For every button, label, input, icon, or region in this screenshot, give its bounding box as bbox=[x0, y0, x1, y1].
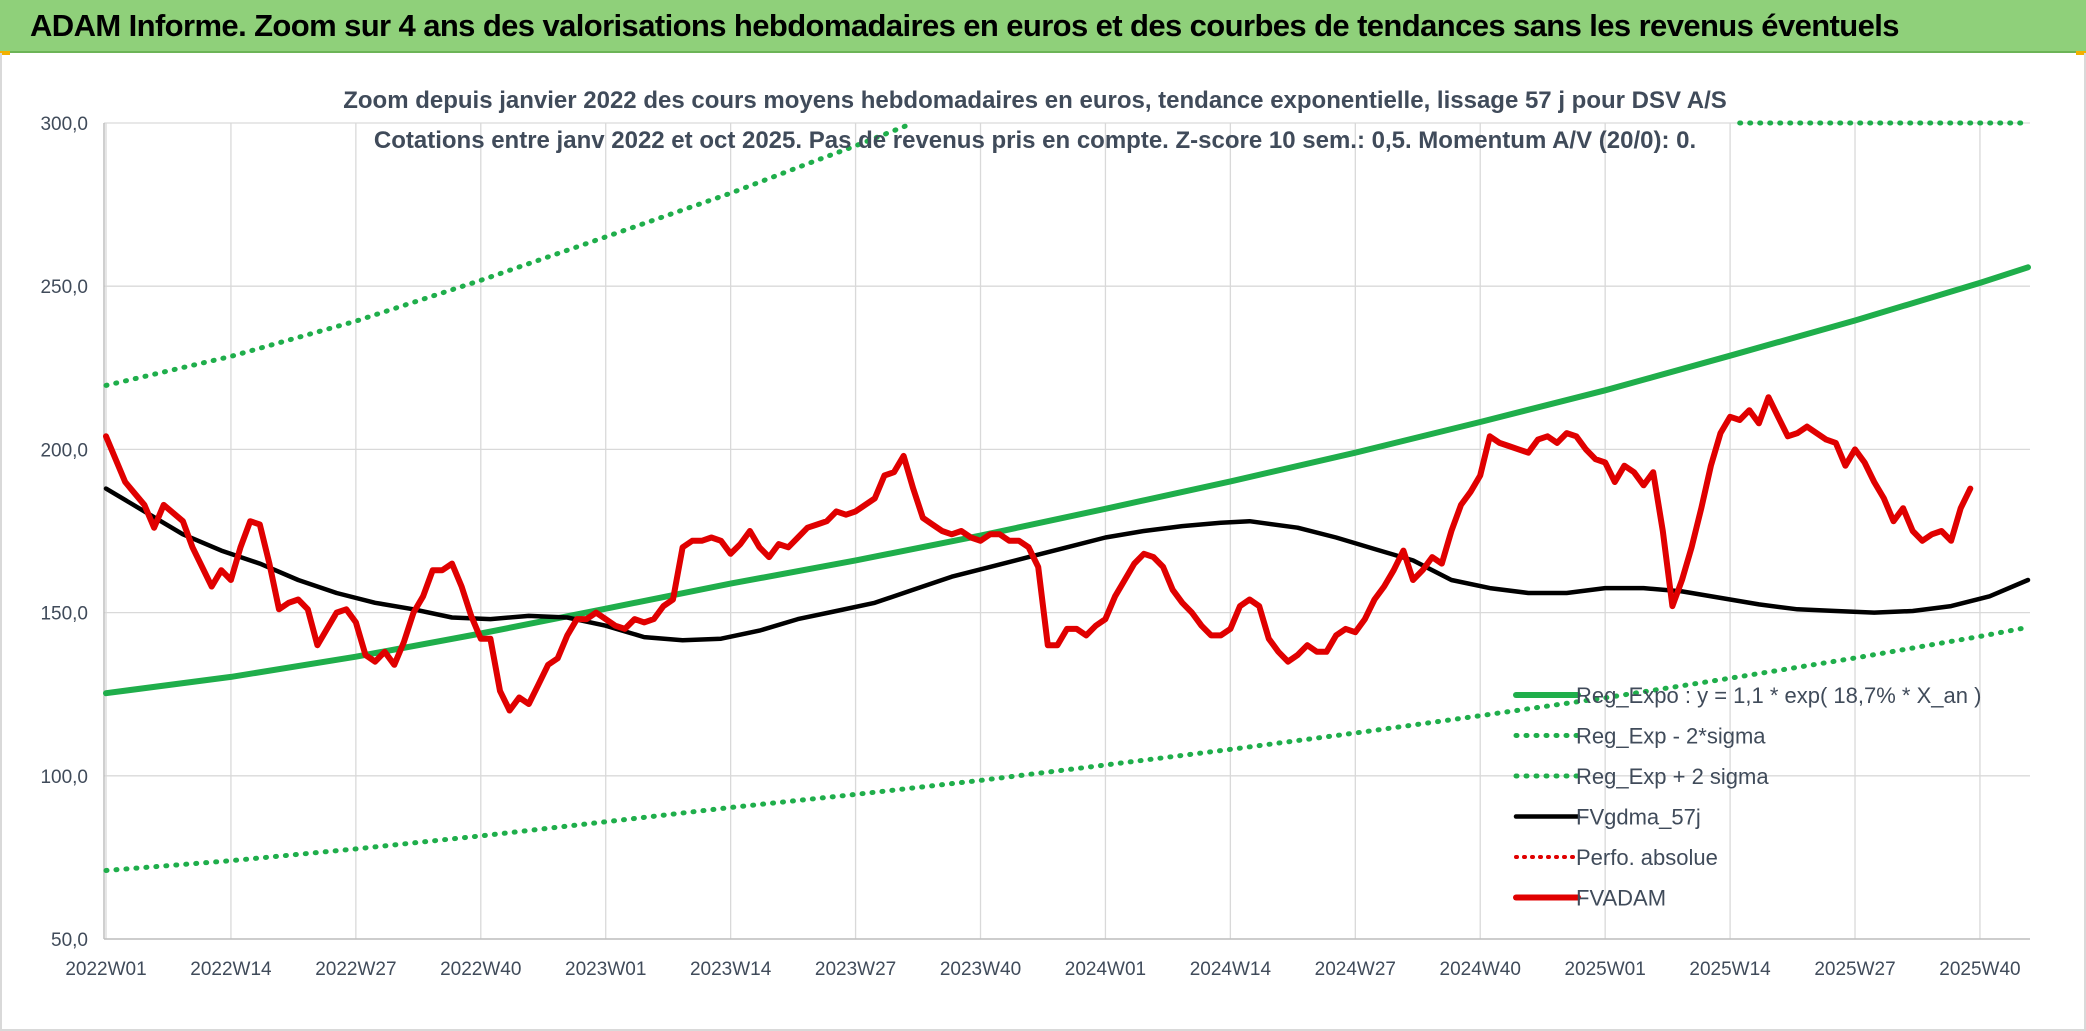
legend-label-fvadam: FVADAM bbox=[1576, 886, 1666, 911]
series-line-reg-plus bbox=[103, 120, 916, 388]
chart-frame bbox=[0, 53, 2086, 1031]
corner-mark-right bbox=[2076, 51, 2086, 55]
x-tick-label: 2023W40 bbox=[940, 959, 1021, 980]
x-tick-label: 2025W40 bbox=[1939, 959, 2020, 980]
corner-mark-left bbox=[0, 51, 10, 55]
legend-label-fvgdma: FVgdma_57j bbox=[1576, 805, 1701, 830]
x-tick-label: 2025W14 bbox=[1689, 959, 1771, 980]
y-tick-label: 150,0 bbox=[40, 604, 88, 625]
series-line-fvgdma bbox=[103, 486, 2031, 643]
x-tick-label: 2023W27 bbox=[815, 959, 896, 980]
y-tick-label: 100,0 bbox=[40, 767, 88, 788]
legend-label-reg-expo: Reg_Expo : y = 1,1 * exp( 18,7% * X_an ) bbox=[1576, 683, 1981, 708]
y-tick-label: 250,0 bbox=[40, 277, 88, 298]
chart-series bbox=[103, 120, 2031, 873]
x-tick-label: 2023W14 bbox=[690, 959, 772, 980]
report-title: ADAM Informe. Zoom sur 4 ans des valoris… bbox=[30, 8, 1900, 43]
series-line-fvadam bbox=[103, 394, 1974, 714]
chart-axes: 50,0 100,0 150,0 200,0 250,0 300,0 2022W01 2022… bbox=[40, 114, 2030, 980]
legend-label-perfo: Perfo. absolue bbox=[1576, 845, 1718, 870]
chart-legend: Reg_Expo : y = 1,1 * exp( 18,7% * X_an )… bbox=[1513, 683, 1981, 911]
x-tick-label: 2024W27 bbox=[1315, 959, 1396, 980]
x-tick-label: 2022W27 bbox=[315, 959, 396, 980]
series-line-reg-expo bbox=[103, 264, 2031, 697]
x-tick-label: 2022W14 bbox=[190, 959, 272, 980]
x-tick-label: 2022W01 bbox=[65, 959, 146, 980]
y-tick-label: 200,0 bbox=[40, 440, 88, 461]
x-tick-label: 2024W01 bbox=[1065, 959, 1146, 980]
y-tick-label: 50,0 bbox=[51, 930, 88, 951]
report-banner: ADAM Informe. Zoom sur 4 ans des valoris… bbox=[0, 0, 2086, 53]
legend-label-reg-plus: Reg_Exp + 2 sigma bbox=[1576, 764, 1769, 789]
x-tick-label: 2024W14 bbox=[1190, 959, 1272, 980]
x-tick-label: 2025W01 bbox=[1564, 959, 1645, 980]
x-tick-label: 2024W40 bbox=[1440, 959, 1521, 980]
series-line-reg-minus bbox=[103, 624, 2031, 873]
x-tick-label: 2025W27 bbox=[1814, 959, 1895, 980]
chart-subtitle: Cotations entre janv 2022 et oct 2025. P… bbox=[374, 127, 1696, 154]
legend-label-reg-minus: Reg_Exp - 2*sigma bbox=[1576, 724, 1766, 749]
y-tick-label: 300,0 bbox=[40, 114, 88, 135]
chart-grid bbox=[104, 122, 2030, 940]
x-tick-label: 2023W01 bbox=[565, 959, 646, 980]
chart-title: Zoom depuis janvier 2022 des cours moyen… bbox=[343, 87, 1727, 114]
x-tick-label: 2022W40 bbox=[440, 959, 521, 980]
